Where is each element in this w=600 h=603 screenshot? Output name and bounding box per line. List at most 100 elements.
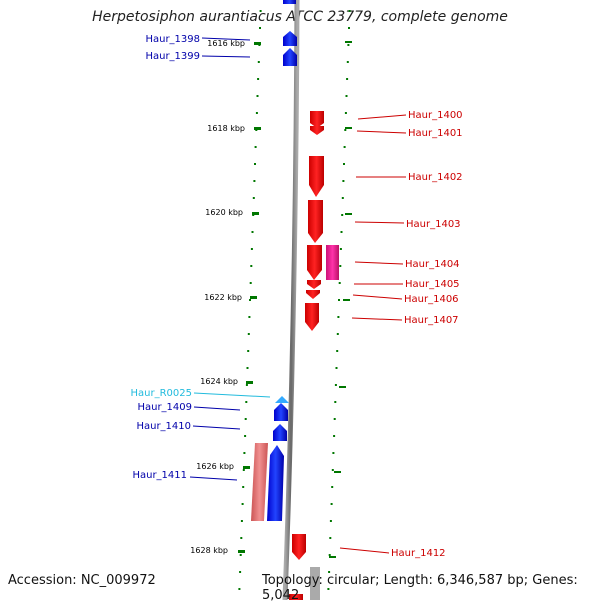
gene-arrow [305,303,319,331]
gene-arrow [274,403,288,421]
leader-line [201,55,251,58]
gene-arrow [307,280,321,289]
tick-mark [252,212,259,215]
track-dot [243,452,246,454]
gene-arrow [283,31,297,46]
track-dot [238,588,241,590]
genome-backbone [282,0,300,600]
gene-label[interactable]: Haur_1405 [405,279,460,290]
gene-arrow [283,0,296,4]
track-dot [338,282,341,284]
track-dot [328,554,331,556]
track-dot [346,78,349,80]
scale-labels: 1616 kbp 1618 kbp 1620 kbp 1622 kbp 1624… [190,39,245,555]
scale-label: 1616 kbp [207,39,245,48]
tick-mark [254,42,261,45]
leader-line [339,547,390,554]
track-dot [348,10,351,12]
gene-label[interactable]: Haur_1409 [137,402,192,413]
track-dot [254,146,257,148]
track-dot [344,129,347,131]
gene-label[interactable]: Haur_1404 [405,259,460,270]
track-dot [251,231,254,233]
accession-label: Accession: NC_009972 [8,573,156,588]
track-dot [239,571,242,573]
track-dot [345,95,348,97]
tick-mark [254,127,261,130]
gene-label[interactable]: Haur_1407 [404,315,459,326]
tick-mark [246,381,253,384]
leader-line [201,37,251,41]
gene-label[interactable]: Haur_1410 [136,421,191,432]
track-dot [341,197,344,199]
tick-mark [329,556,336,558]
forward-genes [251,0,297,521]
track-dot [256,95,259,97]
track-dot [336,350,339,352]
track-dot [341,214,344,216]
track-dot [250,265,253,267]
leader-line [193,406,241,411]
track-dot [333,435,336,437]
track-dot [344,112,347,114]
track-dot [244,418,247,420]
track-dot [250,248,253,250]
gene-label[interactable]: Haur_1411 [132,470,187,481]
track-dot [347,44,350,46]
gene-label[interactable]: Haur_1400 [408,110,463,121]
track-dot [346,61,349,63]
gene-label[interactable]: Haur_1403 [406,219,461,230]
track-dot [246,367,249,369]
track-dot [249,299,251,301]
gene-arrow [308,200,323,243]
scale-label: 1626 kbp [196,462,234,471]
track-dot [248,316,251,318]
track-dot [336,333,339,335]
track-dot [338,299,340,301]
gene-arrow [267,445,284,521]
gene-arrow [310,111,324,128]
track-dot [329,520,332,522]
track-dot [334,401,337,403]
track-dot [339,248,342,250]
track-dot [242,486,245,488]
leader-lines [189,37,407,554]
track-dot [255,112,258,114]
gene-label[interactable]: Haur_1401 [408,128,463,139]
track-dot [340,231,343,233]
leader-line [354,221,405,224]
gene-arrow [306,290,320,299]
gene-arrow [292,534,306,560]
track-dot [240,537,243,539]
tick-mark [243,466,250,469]
track-dot [333,418,336,420]
track-dot [245,384,248,386]
track-dot [257,61,260,63]
leader-line [351,317,403,321]
scale-label: 1628 kbp [190,546,228,555]
track-dot [257,78,260,80]
gene-label[interactable]: Haur_R0025 [131,388,193,399]
scale-label: 1618 kbp [207,124,245,133]
leader-line [352,294,403,300]
track-dot [252,197,255,199]
gene-label[interactable]: Haur_1398 [145,34,200,45]
track-dot [239,554,242,556]
tick-mark [334,471,341,473]
gene-arrow [307,245,322,280]
tick-mark [345,127,352,129]
track-dot [249,282,252,284]
gene-label[interactable]: Haur_1412 [391,548,446,559]
track-dot [328,571,331,573]
gene-label[interactable]: Haur_1402 [408,172,463,183]
gene-label[interactable]: Haur_1406 [404,294,459,305]
track-dot [343,146,346,148]
tick-mark [339,386,346,388]
tick-mark [345,213,352,215]
genome-stats: Topology: circular; Length: 6,346,587 bp… [262,573,578,603]
scale-label: 1624 kbp [200,377,238,386]
gene-label[interactable]: Haur_1399 [145,51,200,62]
gene-arrow [273,424,287,441]
tick-mark [345,41,352,43]
